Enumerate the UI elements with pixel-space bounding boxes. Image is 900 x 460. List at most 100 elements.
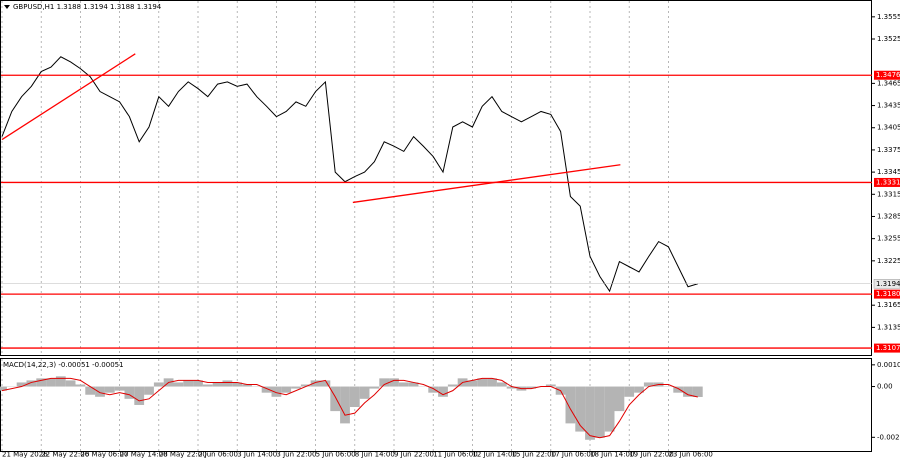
macd-bar [340, 386, 350, 424]
macd-bar [212, 382, 223, 387]
macd-bar [447, 384, 458, 387]
level-label: 1.3476 [876, 71, 900, 79]
macd-bar [624, 386, 635, 397]
macd-bar [389, 378, 399, 387]
macd-bar [359, 386, 370, 399]
macd-bar [173, 382, 184, 387]
level-label: 1.3331 [876, 178, 900, 186]
macd-bar [222, 380, 233, 387]
x-tick-label: 3 Jun 14:00 [237, 451, 277, 459]
macd-bar [594, 386, 605, 438]
trendline [352, 164, 621, 204]
menu-arrow[interactable] [4, 5, 10, 9]
y-tick-label: 1.3135 [877, 323, 900, 331]
trendline [1, 53, 136, 141]
x-tick-label: 2 Jun 06:00 [198, 451, 238, 459]
x-tick-label: 3 Jun 22:00 [276, 451, 316, 459]
x-tick-label: 22 May 22:00 [41, 451, 89, 459]
macd-bar [692, 386, 703, 397]
y-tick-label: 0.00106 [877, 361, 900, 369]
macd-bar [585, 386, 595, 440]
x-tick-label: 26 May 06:00 [80, 451, 128, 459]
x-tick-label: 8 Jun 14:00 [355, 451, 395, 459]
y-tick-label: 1.3555 [877, 13, 900, 21]
y-tick-label: 1.3435 [877, 102, 900, 110]
x-tick-label: 18 Jun 14:00 [590, 451, 634, 459]
level-tag [874, 70, 900, 80]
macd-bar [153, 382, 164, 387]
macd-bar [526, 386, 537, 389]
macd-bar [575, 386, 586, 432]
last-price-label: 1.3194 [876, 280, 900, 288]
macd-bar [320, 380, 331, 387]
macd-bar [398, 382, 409, 387]
x-tick-label: 19 Jun 22:00 [629, 451, 673, 459]
macd-bar [144, 386, 154, 395]
macd-bar [428, 386, 439, 393]
macd-bar [26, 380, 37, 387]
last-price-tag [873, 279, 900, 289]
level-tag [874, 177, 900, 187]
y-tick-label: -0.00248 [877, 433, 900, 441]
x-tick-label: 28 May 22:00 [159, 451, 207, 459]
level-tag [874, 289, 900, 299]
macd-bar [124, 386, 135, 399]
y-tick-label: 1.3285 [877, 212, 900, 220]
macd-bar [379, 378, 390, 387]
y-tick-label: 1.3345 [877, 168, 900, 176]
macd-bar [261, 386, 272, 393]
x-tick-label: 21 May 2026 [2, 451, 48, 459]
macd-bar [565, 386, 576, 424]
y-tick-label: 1.3375 [877, 146, 900, 154]
y-tick-label: 0.00 [877, 383, 893, 391]
macd-bar [114, 386, 125, 391]
chart-title: GBPUSD,H1 1.3188 1.3194 1.3188 1.3194 [13, 3, 162, 11]
macd-bar [291, 386, 301, 389]
x-tick-label: 9 Jun 22:00 [394, 451, 434, 459]
macd-bar [506, 386, 517, 389]
macd-bar [477, 378, 488, 387]
macd-bar [487, 378, 497, 387]
macd-bar [183, 380, 194, 387]
macd-bar [85, 386, 96, 395]
y-tick-label: 1.3315 [877, 190, 900, 198]
x-tick-label: 27 May 14:00 [120, 451, 168, 459]
price-line [1, 56, 698, 293]
macd-bar [438, 386, 448, 397]
macd-bar [349, 386, 360, 408]
macd-bar [36, 378, 47, 387]
macd-bar [545, 384, 556, 387]
x-tick-label: 17 Jun 06:00 [551, 451, 595, 459]
level-tag [874, 343, 900, 353]
macd-bar [271, 386, 282, 397]
macd-bar [604, 386, 615, 432]
macd-bar [46, 378, 56, 387]
y-tick-label: 1.3225 [877, 257, 900, 265]
level-label: 1.3180 [876, 290, 900, 298]
macd-bar [300, 384, 311, 387]
y-tick-label: 1.3465 [877, 79, 900, 87]
macd-bar [232, 382, 243, 387]
x-tick-label: 15 Jun 22:00 [512, 451, 556, 459]
macd-title: MACD(14,22,3) -0.00051 -0.00051 [3, 361, 124, 369]
macd-bar [683, 386, 693, 397]
x-tick-label: 12 Jun 14:00 [472, 451, 516, 459]
macd-bar [614, 386, 625, 412]
macd-bar [330, 386, 341, 412]
x-tick-label: 23 Jun 06:00 [668, 451, 712, 459]
macd-bar [193, 380, 203, 387]
macd-panel [0, 358, 872, 452]
macd-bar [104, 386, 115, 393]
macd-bar [496, 382, 507, 387]
macd-bar [467, 380, 478, 387]
macd-bar [16, 382, 27, 387]
macd-bar [310, 380, 321, 387]
macd-bar [134, 386, 145, 405]
x-tick-label: 11 Jun 06:00 [433, 451, 477, 459]
macd-bar [75, 384, 86, 387]
y-tick-label: 1.3255 [877, 235, 900, 243]
macd-bar [202, 384, 213, 387]
y-tick-label: 1.3405 [877, 124, 900, 132]
macd-bar [643, 382, 654, 387]
